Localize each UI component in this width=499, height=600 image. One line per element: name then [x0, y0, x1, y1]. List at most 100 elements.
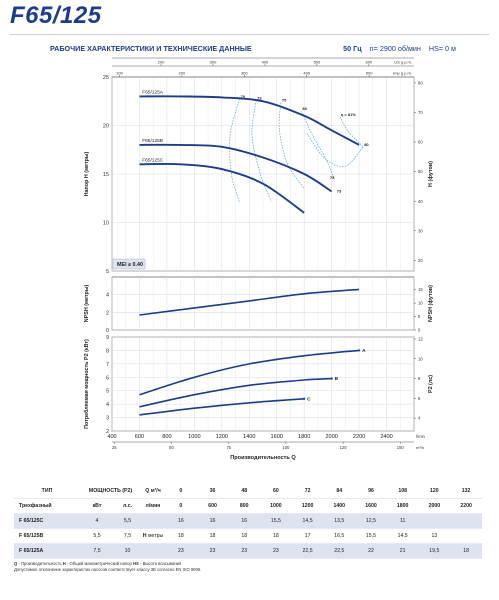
top-axis-tick-label: 200 [158, 60, 165, 65]
head-cell: 15,5 [260, 513, 292, 529]
q-symbol: Q [145, 488, 150, 494]
head-curve-F65/125B [139, 143, 333, 193]
top-axis-tick-label: 100 [116, 71, 123, 76]
right-tick-label: 30 [418, 228, 423, 233]
model-cell: F 65/125A [14, 543, 80, 559]
q-lmin-cell: 800 [228, 498, 261, 514]
head-curve-label: F65/125C [142, 157, 164, 163]
x-unit: l/min [416, 434, 426, 439]
power-curve-B [139, 377, 332, 408]
head-chart-ylabel: Напор H (метры) [84, 151, 90, 196]
head-cell: 22,5 [291, 543, 324, 559]
h-abbr: H [62, 561, 66, 566]
efficiency-label: 70 [241, 94, 246, 99]
power-curve-endpoint [330, 377, 333, 380]
model-cell: F 65/125B [14, 528, 80, 544]
m3h-unit: m³/h [416, 445, 424, 450]
head-cell: 15,5 [355, 528, 387, 544]
h-symbol: H [142, 533, 147, 539]
x-tick-label: 2400 [380, 434, 392, 440]
head-cell: 18 [450, 543, 482, 559]
top-axis-tick-label: 300 [241, 71, 248, 76]
head-cell: 22 [355, 543, 387, 559]
head-cell: 16 [165, 513, 197, 529]
speed: n= 2900 об/мин [369, 44, 421, 53]
efficiency-label: 80 [364, 142, 369, 147]
m3h-tick-label: 125 [340, 445, 348, 450]
right-tick-label: 15 [418, 287, 423, 292]
table-row: F 65/125A 7,5 10 23 23 23 23 22,5 22,5 2… [14, 543, 482, 559]
y-tick-label: 2 [106, 310, 109, 316]
q-m3h-cell: 96 [355, 484, 387, 499]
col-type: ТИП [14, 484, 80, 499]
head-cell: 12,5 [355, 513, 387, 529]
y-tick-label: 2 [106, 429, 109, 435]
h-desc: - Общий манометрический напор [65, 561, 134, 566]
mei-badge [112, 258, 146, 270]
y-tick-label: 10 [103, 221, 109, 227]
q-lmin-cell: 2000 [418, 498, 451, 514]
q-m3h-cell: 132 [450, 484, 482, 499]
hp-cell: 10 [114, 543, 141, 559]
efficiency-contour [229, 98, 241, 204]
top-axis-tick-label: 600 [366, 60, 373, 65]
efficiency-label: η = 81% [341, 112, 356, 117]
efficiency-label: 73 [337, 188, 342, 193]
head-cell [418, 513, 451, 529]
power-curve-C [139, 398, 305, 416]
suction-height: HS= 0 м [428, 44, 456, 53]
right-tick-label: 5 [418, 314, 421, 319]
efficiency-contour [306, 133, 364, 168]
right-tick-label: 80 [418, 81, 423, 86]
q-abbr: Q [14, 561, 18, 566]
x-tick-label: 1000 [188, 434, 200, 440]
operating-conditions: 50 Гц n= 2900 об/мин HS= 0 м [343, 44, 456, 53]
x-tick-label: 2200 [353, 434, 365, 440]
head-chart-ylabel-right: H (футов) [427, 161, 434, 187]
head-cell: 16 [228, 513, 261, 529]
y-tick-label: 6 [106, 375, 109, 381]
col-kw: кВт [80, 498, 114, 514]
head-cell: 23 [165, 543, 197, 559]
npsh-chart-ylabel-right: NPSH (футов) [427, 285, 434, 322]
q-lmin-cell: 1600 [355, 498, 387, 514]
head-curve-F65/125C [139, 162, 305, 214]
y-tick-label: 3 [106, 416, 109, 422]
q-m3h-cell: 60 [260, 484, 292, 499]
right-tick-label: 70 [418, 110, 423, 115]
right-tick-label: 50 [418, 169, 423, 174]
power-chart-ylabel: Потребляемая мощность P2 (кВт) [83, 339, 90, 429]
x-tick-label: 600 [135, 434, 144, 440]
title-divider [10, 34, 489, 35]
head-cell: 14,5 [291, 513, 324, 529]
right-tick-label: 12 [418, 337, 423, 342]
head-cell: 23 [196, 543, 229, 559]
hs-desc: - Высота всасывания [138, 561, 182, 566]
top-axis-tick-label: 500 [366, 71, 373, 76]
top-axis-tick-label: 400 [303, 71, 310, 76]
x-axis-title: Производительность Q [230, 455, 296, 461]
right-tick-label: 10 [418, 356, 423, 361]
empty-cell [141, 543, 165, 559]
y-tick-label: 0 [106, 328, 109, 334]
q-lmin-cell: 1000 [260, 498, 292, 514]
m3h-tick-label: 150 [397, 445, 405, 450]
right-tick-label: 4 [418, 416, 421, 421]
footnote: Q - Производительность H - Общий маномет… [14, 561, 201, 573]
npsh-curve [139, 288, 360, 316]
head-cell: 14,5 [386, 528, 419, 544]
q-m3h-cell: 120 [418, 484, 451, 499]
q-lmin-cell: 1200 [291, 498, 324, 514]
head-cell: 23 [260, 543, 292, 559]
x-tick-label: 2000 [325, 434, 337, 440]
right-tick-label: 20 [418, 258, 423, 263]
y-tick-label: 5 [106, 269, 109, 275]
section-heading: РАБОЧИЕ ХАРАКТЕРИСТИКИ И ТЕХНИЧЕСКИЕ ДАН… [50, 44, 252, 53]
right-tick-label: 0 [418, 328, 421, 333]
table-row: F 65/125B 5,5 7,5 H метры 18 18 18 18 17… [14, 528, 482, 544]
kw-cell: 7,5 [80, 543, 114, 559]
power-curve-label: A [362, 348, 366, 354]
q-lmin-cell: 1400 [323, 498, 356, 514]
head-cell [450, 528, 482, 544]
power-curve-endpoint [357, 349, 361, 352]
